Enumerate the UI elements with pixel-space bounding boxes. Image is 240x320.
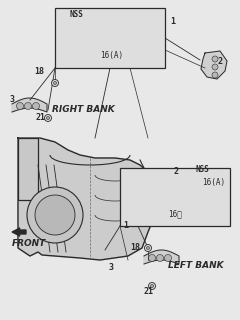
Circle shape: [32, 102, 40, 109]
Text: NSS: NSS: [196, 165, 210, 174]
Text: 18: 18: [130, 244, 140, 252]
Circle shape: [148, 188, 156, 197]
Polygon shape: [12, 98, 47, 112]
Circle shape: [161, 190, 167, 196]
Circle shape: [146, 246, 150, 250]
Circle shape: [116, 33, 126, 43]
Text: 16Ⓑ: 16Ⓑ: [168, 209, 182, 218]
Text: 18: 18: [34, 68, 44, 76]
Text: 21: 21: [36, 114, 46, 123]
Circle shape: [212, 56, 218, 62]
Text: FRONT: FRONT: [12, 239, 46, 248]
Circle shape: [160, 188, 168, 197]
Polygon shape: [144, 250, 179, 264]
Text: 2: 2: [218, 58, 223, 67]
Circle shape: [52, 79, 59, 86]
Circle shape: [104, 33, 114, 43]
Circle shape: [35, 195, 75, 235]
Text: 16(A): 16(A): [202, 178, 225, 187]
Circle shape: [173, 190, 179, 196]
Circle shape: [80, 33, 90, 43]
Circle shape: [54, 82, 56, 84]
Polygon shape: [69, 23, 137, 53]
Circle shape: [156, 254, 163, 261]
Circle shape: [137, 190, 143, 196]
Circle shape: [164, 254, 172, 261]
Polygon shape: [125, 179, 192, 207]
Circle shape: [212, 64, 218, 70]
Circle shape: [92, 33, 102, 43]
Circle shape: [47, 116, 49, 119]
Text: 2: 2: [173, 167, 178, 177]
Bar: [120, 168, 230, 226]
Circle shape: [82, 35, 88, 41]
Text: 21: 21: [143, 287, 153, 297]
Circle shape: [150, 284, 154, 287]
Circle shape: [27, 187, 83, 243]
Circle shape: [212, 72, 218, 78]
Text: 1: 1: [170, 18, 175, 27]
Text: LEFT BANK: LEFT BANK: [168, 261, 224, 270]
Circle shape: [149, 190, 155, 196]
Polygon shape: [201, 51, 227, 79]
Text: NSS: NSS: [70, 10, 84, 19]
Circle shape: [17, 102, 24, 109]
Text: 3: 3: [10, 95, 15, 105]
Text: 1: 1: [123, 221, 128, 230]
Circle shape: [44, 115, 52, 122]
Circle shape: [172, 188, 180, 197]
Circle shape: [149, 283, 156, 290]
Polygon shape: [12, 228, 26, 236]
Polygon shape: [18, 138, 38, 200]
Text: 16(A): 16(A): [100, 51, 123, 60]
Circle shape: [136, 188, 144, 197]
Circle shape: [149, 254, 156, 261]
Circle shape: [144, 244, 151, 252]
Circle shape: [94, 35, 100, 41]
Text: RIGHT BANK: RIGHT BANK: [52, 105, 115, 114]
Circle shape: [106, 35, 112, 41]
Circle shape: [24, 102, 31, 109]
Circle shape: [118, 35, 124, 41]
Bar: [55, 8, 165, 68]
Polygon shape: [18, 138, 158, 260]
Text: 3: 3: [109, 263, 114, 273]
